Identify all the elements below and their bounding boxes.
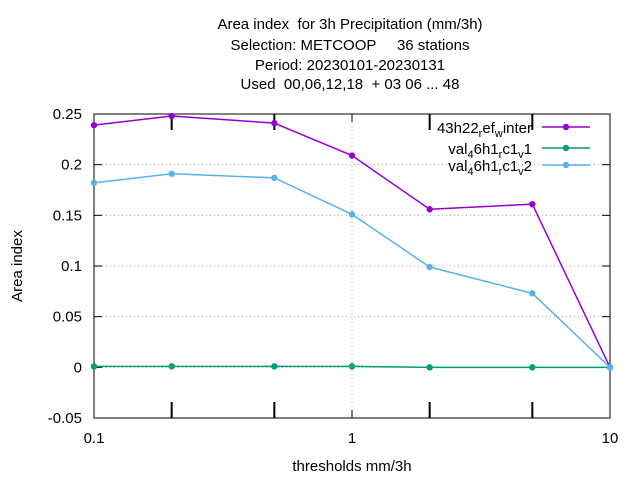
y-tick-label: 0.2 xyxy=(61,157,82,174)
series-point xyxy=(606,364,614,371)
y-tick-label: 0.1 xyxy=(61,258,82,275)
series-point xyxy=(529,200,536,208)
series-point xyxy=(271,363,278,370)
x-tick-label: 1 xyxy=(348,430,356,447)
series-point xyxy=(90,179,98,187)
y-tick-label: 0 xyxy=(74,359,82,376)
title-line-1: Area index for 3h Precipitation (mm/3h) xyxy=(217,16,483,33)
x-axis-label: thresholds mm/3h xyxy=(292,458,411,475)
legend-swatch-point xyxy=(562,144,570,152)
series-point xyxy=(348,211,356,218)
series-point xyxy=(168,363,175,370)
legend-label: val46h1rc1v1 xyxy=(448,141,532,161)
x-tick-label: 0.1 xyxy=(84,430,105,447)
y-tick-label: 0.15 xyxy=(53,207,82,224)
legend-swatch-point xyxy=(562,161,570,169)
series-point xyxy=(426,206,433,213)
series-point xyxy=(529,364,536,371)
y-tick-label: -0.05 xyxy=(48,410,82,427)
series-point xyxy=(426,263,433,271)
y-tick-label: 0.05 xyxy=(53,309,82,326)
legend-swatch-point xyxy=(562,123,570,131)
legend-label: 43h22refwinter xyxy=(437,120,532,140)
y-axis-label: Area index xyxy=(9,230,26,302)
series-point xyxy=(90,121,98,129)
series-point xyxy=(348,363,356,370)
series-point xyxy=(168,112,175,120)
series-point xyxy=(348,152,356,159)
y-tick-label: 0.25 xyxy=(53,106,82,123)
title-line-4: Used 00,06,12,18 + 03 06 ... 48 xyxy=(240,76,460,93)
x-tick-label: 10 xyxy=(602,430,619,447)
title-line-3: Period: 20230101-20230131 xyxy=(254,57,446,74)
title-line-2: Selection: METCOOP 36 stations xyxy=(230,37,470,54)
series-point xyxy=(90,363,98,370)
series-point xyxy=(426,364,433,371)
series-point xyxy=(168,170,175,177)
series-point xyxy=(529,290,536,297)
series-point xyxy=(271,119,278,127)
series-point xyxy=(271,174,278,182)
legend-label: val46h1rc1v2 xyxy=(448,158,532,178)
